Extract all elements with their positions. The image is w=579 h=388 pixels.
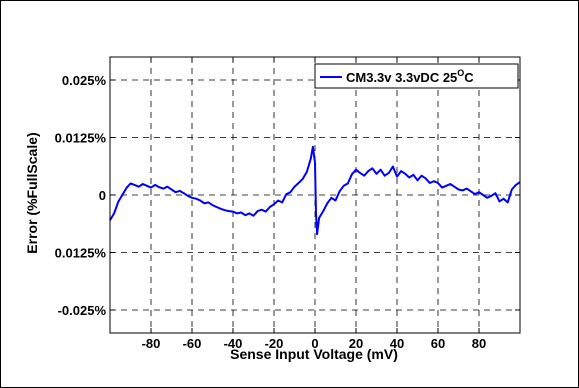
- x-tick-label: -60: [183, 336, 202, 351]
- y-tick-label: 0.0125%: [55, 246, 107, 261]
- x-axis-title: Sense Input Voltage (mV): [230, 346, 398, 362]
- legend: CM3.3v 3.3vDC 25OC: [314, 63, 519, 89]
- x-tick-label: 40: [390, 336, 404, 351]
- y-axis-title: Error (%FullScale): [24, 132, 40, 253]
- axes: [109, 56, 521, 334]
- x-tick-label: 80: [472, 336, 486, 351]
- x-tick-label: -20: [265, 336, 284, 351]
- y-tick-label: -0.025%: [58, 303, 107, 318]
- x-tick-label: 60: [431, 336, 445, 351]
- legend-box: [314, 63, 519, 89]
- x-tick-label: 20: [349, 336, 363, 351]
- plot-series: [109, 145, 521, 236]
- x-tick-label: 0: [311, 336, 318, 351]
- y-tick-label: 0: [99, 188, 106, 203]
- x-tick-label: -40: [224, 336, 243, 351]
- x-tick-label: -80: [142, 336, 161, 351]
- y-tick-label: 0.0125%: [55, 131, 107, 146]
- series-line: [109, 145, 521, 236]
- y-tick-label: 0.025%: [62, 73, 107, 88]
- grid: [110, 57, 520, 333]
- legend-series-label: CM3.3v 3.3vDC 25OC: [346, 68, 474, 85]
- tick-labels: -80 -60 -40 -20 0 20 40 60 80 0.025% 0.0125% 0 0.012…: [55, 73, 487, 351]
